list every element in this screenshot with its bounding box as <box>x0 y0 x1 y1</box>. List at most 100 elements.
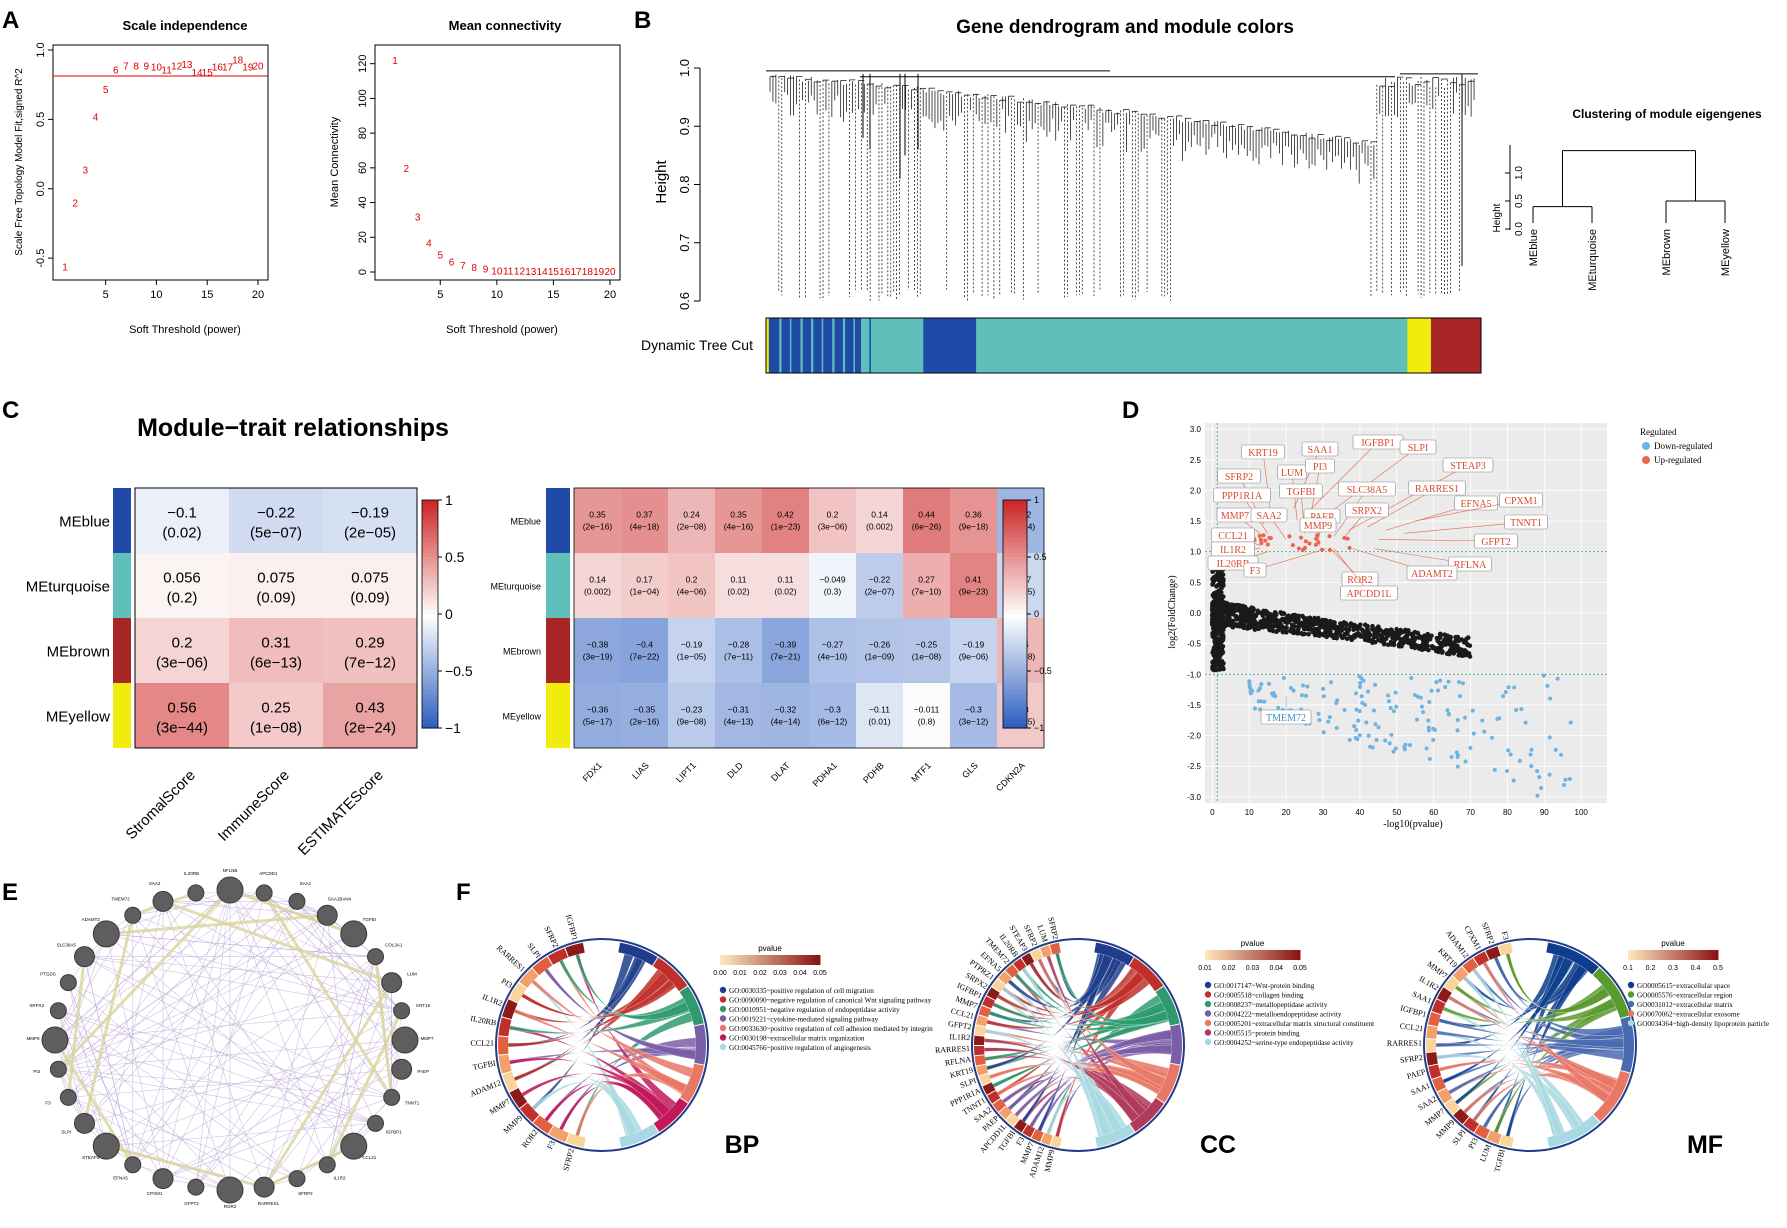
gene-label: F3 <box>545 1139 557 1151</box>
point-ns <box>1278 610 1283 615</box>
gene-label: MMP9 <box>1043 1149 1057 1173</box>
point-down <box>1419 704 1424 709</box>
point-down <box>1537 775 1542 780</box>
term-legend-label: GO:0030335~positive regulation of cell m… <box>729 987 874 995</box>
data-points <box>1210 533 1573 798</box>
bar-stripe <box>864 318 867 373</box>
point-ns <box>1211 667 1217 673</box>
pvalue-tick: 0.03 <box>1246 965 1260 972</box>
heatmap-cell <box>856 683 903 748</box>
gene-label: PAEP <box>1310 512 1334 523</box>
outer-ring <box>971 938 1185 1152</box>
point-down <box>1252 706 1257 711</box>
point-label: 12 <box>514 266 526 277</box>
chord-ribbon <box>1447 995 1618 1090</box>
heatmap-cell <box>950 488 997 553</box>
color-bar-label: Dynamic Tree Cut <box>641 337 753 353</box>
colorbar-step <box>422 625 438 630</box>
point-up <box>1307 541 1312 546</box>
term-legend-swatch <box>719 1015 727 1022</box>
point-ns <box>1288 629 1294 634</box>
point-ns <box>1260 612 1266 618</box>
heatmap-cell <box>668 553 715 618</box>
bar-stripe <box>800 318 803 373</box>
colorbar-step <box>422 511 438 516</box>
col-label: ESTIMATEScore <box>295 767 387 859</box>
point-ns <box>1221 661 1226 666</box>
point-ns <box>1332 620 1337 625</box>
node <box>124 906 142 924</box>
row-color-turquoise <box>546 553 570 618</box>
gene-arc <box>1022 1124 1036 1138</box>
y-axis-label: Mean Connectivity <box>329 116 341 207</box>
colorbar-step <box>1003 652 1027 657</box>
heatmap-cell <box>903 488 950 553</box>
term-legend-label: GO:0004222~metalloendopeptidase activity <box>1214 1011 1342 1019</box>
bar-stripe <box>779 318 782 373</box>
point-ns <box>1250 623 1255 629</box>
point-ns <box>1337 628 1343 634</box>
colorbar-tick-label: −1 <box>1034 723 1044 733</box>
pvalue-colorbar-step <box>810 955 814 965</box>
gene-label: TNNT1 <box>1510 518 1542 529</box>
colorbar-step <box>1003 602 1027 607</box>
point-down <box>1388 706 1393 711</box>
gene-arc <box>1485 946 1501 960</box>
row-color-turquoise <box>113 553 131 618</box>
colorbar-step <box>1003 519 1027 524</box>
point-ns <box>1351 622 1357 628</box>
bar-stripe <box>811 318 814 373</box>
heatmap-cell <box>574 683 621 748</box>
gene-label: F3 <box>1250 566 1261 577</box>
pvalue-colorbar-step <box>1676 950 1680 960</box>
point-ns <box>1225 620 1231 626</box>
point-down <box>1300 693 1305 698</box>
point-up <box>1313 542 1318 547</box>
point-ns <box>1220 581 1225 586</box>
point-up <box>1259 541 1264 546</box>
colorbar-step <box>422 633 438 638</box>
chart-module-gene-heatmap: MEblue 0.35 (2e−16) 0.37 (4e−18) 0.24 (2e−08) 0… <box>490 487 1052 793</box>
edge <box>162 1068 402 1179</box>
point-down <box>1321 694 1326 699</box>
point-label: 16 <box>212 63 224 74</box>
point-ns <box>1286 619 1292 625</box>
colorbar-step <box>1003 579 1027 585</box>
point-down <box>1535 769 1540 774</box>
edge <box>58 1069 107 1147</box>
colorbar-step <box>1003 690 1027 695</box>
colorbar-step <box>1003 591 1027 596</box>
pvalue-colorbar-step <box>766 955 771 965</box>
point-down <box>1373 682 1378 687</box>
gene-label: IGFBP1 <box>1361 438 1394 449</box>
point-down <box>1456 679 1461 684</box>
point-down <box>1455 764 1460 769</box>
y-tick-label: 0.0 <box>1190 609 1202 618</box>
point-down <box>1391 749 1396 754</box>
pvalue-colorbar-step <box>1208 950 1212 960</box>
point-down <box>1321 686 1326 691</box>
colorbar-step <box>422 557 438 562</box>
node <box>187 884 205 902</box>
point-ns <box>1404 634 1410 640</box>
term-legend-label: GO:0005201~extracellular matrix structur… <box>1214 1020 1374 1028</box>
colorbar-step <box>1003 716 1027 721</box>
point-ns <box>1317 620 1322 626</box>
term-legend-swatch <box>1627 1019 1635 1027</box>
node <box>59 1088 77 1106</box>
point-down <box>1393 690 1398 695</box>
chart-ppi-network: NFLNB APCDD1 SAA1 SAA1BAN4 TGFBI COL3A1 LUM KRT… <box>26 868 433 1209</box>
point-up <box>1301 547 1306 552</box>
gene-arc <box>1462 958 1479 974</box>
colorbar-step <box>422 655 438 661</box>
heatmap-frame <box>134 487 418 749</box>
pvalue-colorbar-step <box>1220 950 1225 960</box>
cell-pvalue: (1e−08) <box>250 720 302 737</box>
point-ns <box>1325 629 1330 635</box>
gene-label: RFLNA <box>1454 560 1488 571</box>
cell-value: −0.31 <box>728 705 750 715</box>
node <box>73 946 95 968</box>
cell-pvalue: (7e−10) <box>912 587 942 597</box>
gene-arc <box>982 996 996 1009</box>
pvalue-colorbar-step <box>1249 950 1253 960</box>
